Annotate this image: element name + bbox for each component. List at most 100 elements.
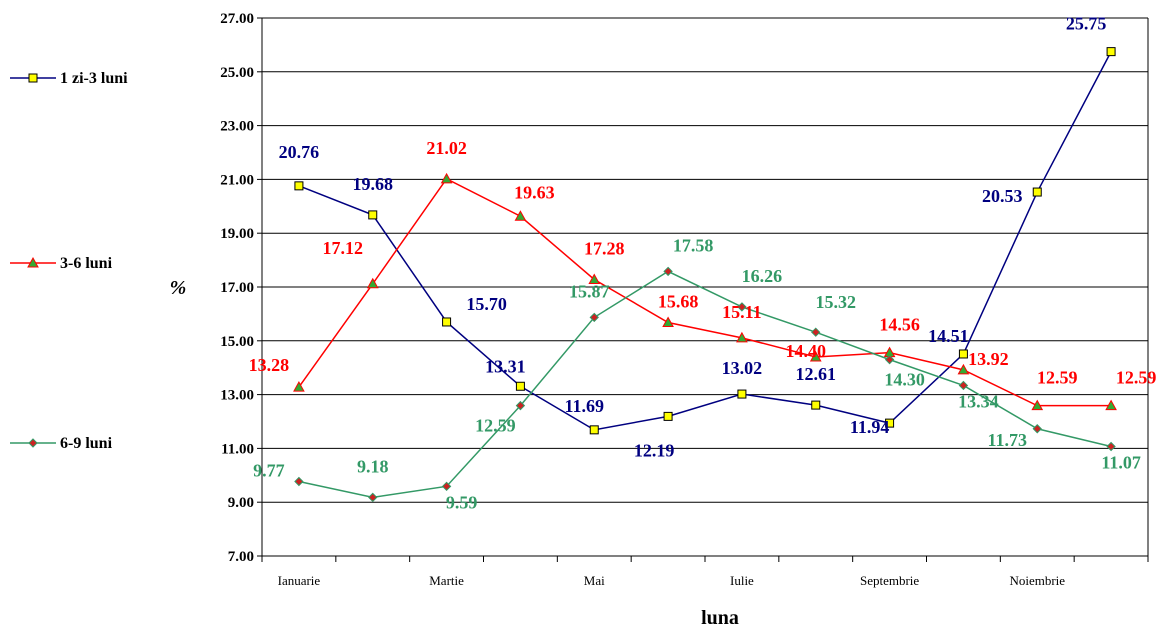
data-point — [663, 411, 673, 421]
y-tick-label: 7.00 — [228, 549, 254, 565]
data-point — [589, 425, 599, 435]
data-point — [440, 172, 453, 184]
data-label: 17.58 — [673, 235, 714, 255]
data-point — [1106, 47, 1116, 57]
data-label: 14.40 — [786, 341, 827, 361]
y-tick-labels: 7.00 9.00 11.00 13.00 15.00 17.00 19.00 21.00 23… — [220, 11, 254, 565]
y-tick-label: 13.00 — [220, 388, 254, 404]
y-axis-title: % — [170, 277, 187, 299]
data-point — [294, 476, 304, 487]
x-tick-label: Martie — [429, 573, 464, 588]
legend-marker — [27, 256, 39, 268]
data-label: 11.73 — [987, 430, 1027, 450]
y-tick-label: 9.00 — [228, 495, 254, 511]
data-label: 13.34 — [958, 391, 999, 411]
x-axis-title: luna — [701, 607, 739, 629]
legend-marker — [28, 438, 38, 448]
data-label: 13.31 — [485, 356, 526, 376]
legend: 1 zi-3 luni 3-6 luni 6-9 luni — [10, 70, 128, 452]
data-point — [663, 266, 673, 277]
x-tick-label: Ianuarie — [278, 573, 321, 588]
data-point — [588, 273, 601, 284]
data-point — [737, 389, 747, 399]
x-tick-label: Noiembrie — [1009, 573, 1065, 588]
data-label: 16.26 — [742, 266, 783, 286]
x-tick-label: Mai — [584, 573, 605, 588]
data-point — [589, 312, 599, 323]
data-label: 13.92 — [968, 349, 1009, 369]
data-point — [515, 381, 525, 391]
data-label: 9.59 — [446, 492, 478, 512]
legend-marker — [28, 73, 38, 83]
data-label: 20.53 — [982, 186, 1023, 206]
x-tick-labels: Ianuarie Martie Mai Iulie Septembrie Noiembri… — [278, 573, 1066, 588]
legend-label: 1 zi-3 luni — [60, 70, 128, 87]
series-line — [298, 270, 1112, 499]
y-tick-label: 27.00 — [220, 11, 254, 27]
data-point — [293, 381, 305, 392]
data-point — [737, 302, 747, 312]
series-group — [293, 47, 1117, 503]
y-tick-label: 15.00 — [220, 334, 254, 350]
data-label: 13.28 — [249, 355, 290, 375]
data-point — [809, 350, 822, 362]
data-point — [662, 316, 674, 328]
data-label: 15.68 — [658, 292, 699, 312]
data-label: 12.59 — [1037, 368, 1078, 388]
data-labels: 20.76 19.68 15.70 13.31 11.69 12.19 13.02 12.61… — [249, 14, 1157, 513]
data-label: 15.70 — [466, 294, 507, 314]
x-tick-label: Septembrie — [860, 573, 919, 588]
data-label: 12.19 — [634, 440, 675, 460]
data-point — [441, 481, 452, 492]
series-line — [298, 51, 1112, 431]
data-label: 15.32 — [816, 292, 857, 312]
data-label: 21.02 — [426, 138, 467, 158]
data-label: 19.68 — [353, 174, 394, 194]
y-tick-label: 19.00 — [220, 226, 254, 242]
data-point — [442, 317, 452, 327]
data-label: 20.76 — [279, 142, 320, 162]
data-label: 14.30 — [884, 370, 925, 390]
data-label: 19.63 — [514, 182, 555, 202]
data-point — [1031, 399, 1044, 411]
data-point — [811, 327, 821, 337]
legend-entry: 1 zi-3 luni — [10, 70, 128, 87]
data-label: 15.11 — [722, 302, 762, 322]
data-label: 13.02 — [722, 358, 763, 378]
data-point — [958, 349, 968, 359]
data-label: 11.69 — [564, 396, 604, 416]
data-point — [368, 492, 378, 503]
data-point — [366, 277, 379, 289]
x-tick-label: Iulie — [730, 573, 754, 588]
legend-label: 3-6 luni — [60, 255, 113, 272]
data-point — [514, 210, 527, 221]
data-point — [884, 354, 895, 365]
data-label: 11.94 — [850, 417, 890, 437]
legend-entry: 3-6 luni — [10, 255, 113, 272]
data-label: 12.59 — [1116, 368, 1157, 388]
y-tick-label: 21.00 — [220, 172, 254, 188]
data-label: 25.75 — [1066, 14, 1107, 34]
series-2 — [293, 172, 1117, 411]
data-point — [368, 210, 378, 220]
data-label: 14.56 — [879, 315, 920, 335]
data-point — [1105, 399, 1117, 411]
data-point — [1106, 441, 1116, 452]
data-label: 12.59 — [475, 416, 516, 436]
data-point — [957, 363, 970, 375]
data-label: 17.12 — [323, 238, 364, 258]
y-tick-label: 11.00 — [221, 441, 254, 457]
data-point — [1032, 187, 1042, 197]
y-tick-label: 25.00 — [220, 65, 254, 81]
data-label: 11.07 — [1101, 453, 1141, 473]
data-label: 9.77 — [253, 460, 285, 480]
y-tick-label: 23.00 — [220, 119, 254, 135]
data-point — [811, 400, 821, 410]
data-label: 14.51 — [928, 326, 969, 346]
data-point — [515, 400, 526, 411]
axes — [257, 17, 1149, 562]
data-point — [958, 380, 969, 391]
data-label: 12.61 — [796, 364, 837, 384]
series-line — [298, 177, 1112, 407]
